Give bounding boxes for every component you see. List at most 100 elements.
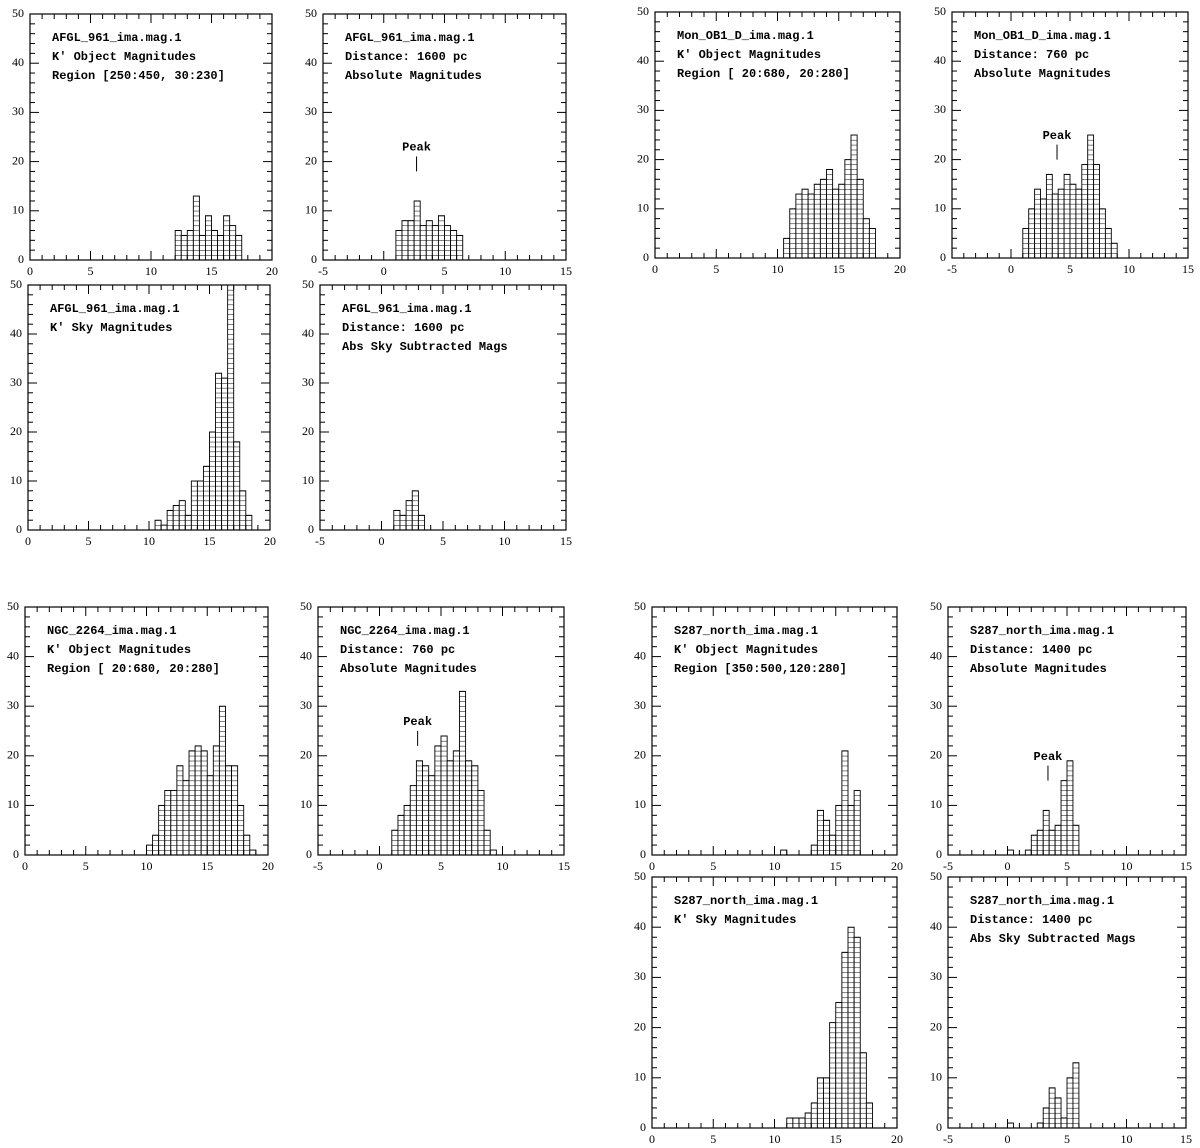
bar: [1042, 809, 1050, 856]
bar: [411, 490, 419, 531]
bar: [160, 524, 168, 531]
bar: [1054, 1097, 1062, 1129]
bar: [810, 844, 818, 856]
bar: [170, 790, 178, 856]
bar: [798, 1117, 806, 1129]
panel-label: AFGL_961_ima.mag.1: [50, 302, 180, 316]
panel-label: Mon_OB1_D_ima.mag.1: [974, 29, 1111, 43]
panel-label: K' Sky Magnitudes: [50, 321, 172, 335]
bar: [856, 178, 864, 259]
x-tick-label: 15: [830, 1132, 842, 1146]
panel-label: K' Object Magnitudes: [674, 643, 818, 657]
y-tick-label: 10: [634, 797, 646, 811]
bar: [823, 1077, 831, 1129]
bar: [795, 193, 803, 259]
panel-label: Absolute Magnitudes: [974, 67, 1111, 81]
x-tick-label: 15: [204, 534, 216, 548]
x-tick-label: 0: [379, 534, 385, 548]
y-tick-label: 40: [302, 326, 314, 340]
bar: [154, 519, 162, 531]
bar: [1051, 193, 1059, 259]
bar: [425, 220, 433, 261]
x-tick-label: 10: [497, 859, 509, 873]
y-tick-label: 10: [10, 473, 22, 487]
x-tick-label: 10: [1121, 859, 1133, 873]
bar: [444, 225, 452, 261]
panel-label: K' Object Magnitudes: [677, 48, 821, 62]
panel: -5 0 5 10 1501020304050AFGL_961_ima.mag.1Dis…: [305, 6, 572, 278]
bar: [422, 765, 430, 856]
x-tick-label: 20: [262, 859, 274, 873]
bar: [865, 1102, 873, 1129]
panel-label: Region [ 20:680, 20:280]: [677, 67, 850, 81]
bar: [215, 372, 223, 531]
x-tick-label: 0: [22, 859, 28, 873]
bar: [1072, 1062, 1080, 1129]
bar: [801, 188, 809, 259]
panel-label: Absolute Magnitudes: [970, 662, 1107, 676]
y-tick-label: 20: [634, 748, 646, 762]
bar: [202, 465, 210, 531]
panel: 0 5 10 15 20 0 10 20 30 40 50 AFGL_961_ima.mag.1 K' …: [10, 277, 276, 548]
y-tick-label: 30: [634, 969, 646, 983]
bar: [434, 745, 442, 856]
bar: [868, 228, 876, 259]
peak-label: Peak: [1043, 129, 1072, 143]
bar: [844, 159, 852, 259]
y-tick-label: 20: [12, 153, 24, 167]
bar: [1087, 134, 1095, 259]
bar: [483, 829, 491, 856]
x-tick-label: -5: [943, 859, 953, 873]
bar: [838, 183, 846, 259]
bar: [164, 790, 172, 856]
y-tick-label: 10: [7, 797, 19, 811]
bar: [819, 178, 827, 259]
y-tick-label: 40: [12, 55, 24, 69]
bar: [146, 844, 154, 856]
bar: [413, 200, 421, 261]
x-tick-label: 5: [1064, 859, 1070, 873]
x-tick-label: 20: [264, 534, 276, 548]
bar: [1060, 780, 1068, 856]
y-tick-label: 30: [302, 375, 314, 389]
x-tick-label: 10: [499, 534, 511, 548]
bar: [409, 785, 417, 856]
bar: [419, 225, 427, 261]
bar: [225, 765, 233, 856]
y-tick-label: 20: [634, 1019, 646, 1033]
x-tick-label: 15: [558, 859, 570, 873]
panel-label: Distance: 760 pc: [340, 643, 455, 657]
bar: [1066, 760, 1074, 856]
bar: [393, 509, 401, 531]
bar: [174, 230, 182, 261]
panel-label: Distance: 1600 pc: [345, 50, 467, 64]
y-tick-label: 0: [936, 1120, 942, 1134]
y-tick-label: 20: [302, 424, 314, 438]
x-tick-label: 15: [206, 264, 218, 278]
bar: [1054, 824, 1062, 856]
y-tick-label: 10: [300, 797, 312, 811]
panel-label: Region [250:450, 30:230]: [52, 69, 225, 83]
y-tick-label: 30: [930, 969, 942, 983]
x-tick-label: 10: [772, 262, 784, 276]
bar: [405, 500, 413, 531]
bar: [431, 225, 439, 261]
bar: [1104, 228, 1112, 259]
x-tick-label: 10: [499, 264, 511, 278]
bar: [456, 234, 464, 261]
y-tick-label: 10: [930, 1070, 942, 1084]
panel-label: Region [ 20:680, 20:280]: [47, 662, 220, 676]
bar: [397, 814, 405, 856]
bar: [823, 819, 831, 856]
bar: [194, 745, 202, 856]
bar: [403, 804, 411, 856]
y-tick-label: 40: [930, 648, 942, 662]
bar: [786, 1117, 794, 1129]
y-tick-label: 0: [13, 847, 19, 861]
y-tick-label: 40: [637, 53, 649, 67]
bar: [835, 804, 843, 856]
y-tick-label: 20: [930, 748, 942, 762]
bar: [829, 834, 837, 856]
x-tick-label: 15: [1182, 262, 1194, 276]
panel-label: Region [350:500,120:280]: [674, 662, 847, 676]
